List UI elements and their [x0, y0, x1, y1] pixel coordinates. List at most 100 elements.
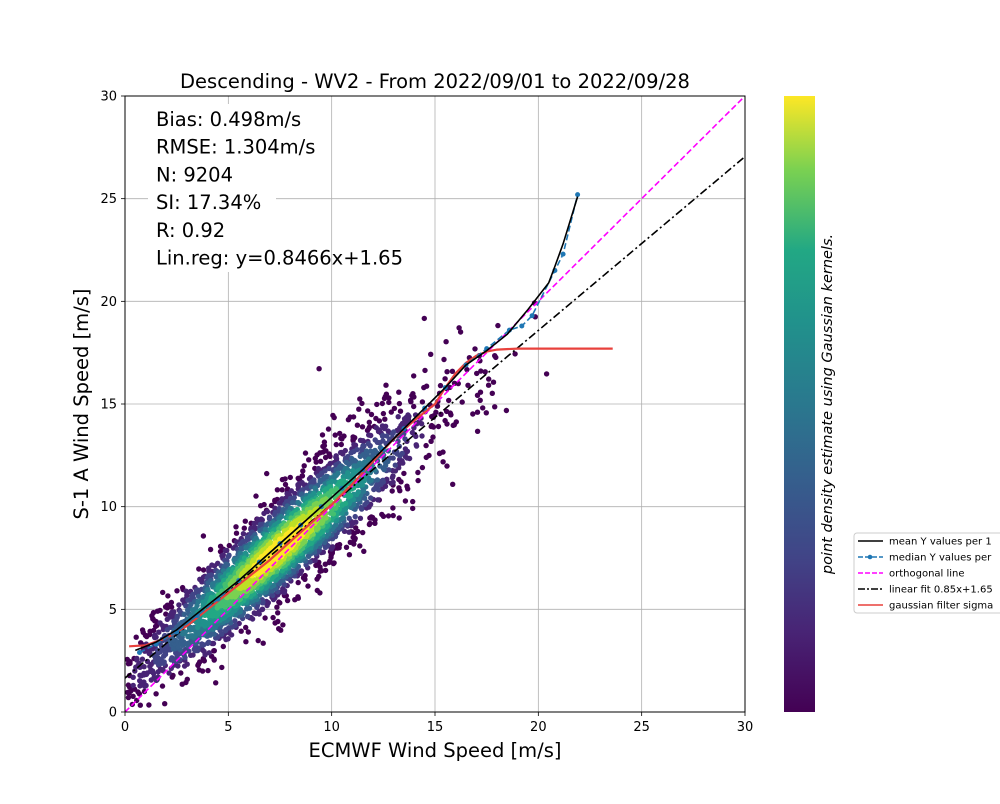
scatter-point [359, 400, 365, 407]
scatter-point [396, 400, 403, 407]
scatter-point [485, 382, 492, 388]
scatter-point [390, 505, 396, 511]
scatter-point [196, 667, 202, 673]
scatter-point [219, 664, 225, 671]
scatter-point [444, 463, 450, 469]
scatter-point [178, 670, 184, 676]
scatter-point [396, 485, 402, 491]
scatter-point [321, 442, 328, 449]
scatter-point [331, 524, 337, 530]
scatter-point [440, 459, 446, 465]
scatter-point [130, 682, 136, 689]
scatter-point [413, 442, 419, 448]
scatter-point [421, 315, 427, 322]
scatter-point [282, 476, 288, 482]
scatter-point [376, 418, 383, 424]
scatter-point [430, 434, 436, 440]
scatter-point [352, 513, 358, 520]
scatter-point [182, 629, 188, 635]
scatter-point [276, 599, 282, 605]
scatter-point [272, 498, 278, 505]
scatter-point [251, 610, 257, 616]
scatter-point [450, 481, 456, 487]
x-tick-label: 25 [633, 720, 650, 735]
scatter-point [360, 438, 367, 445]
scatter-point [141, 664, 147, 670]
scatter-point [408, 399, 414, 405]
x-ticks: 0 5 10 15 20 25 30 [121, 712, 753, 735]
stats-line: N: 9204 [156, 163, 233, 186]
scatter-point [196, 566, 202, 572]
scatter-point [225, 553, 232, 560]
scatter-points [125, 300, 550, 708]
y-ticks: 0 5 10 15 20 25 30 [100, 90, 125, 721]
scatter-point [459, 399, 465, 405]
scatter-point [359, 424, 366, 430]
scatter-point [415, 477, 421, 484]
scatter-point [396, 476, 402, 483]
scatter-point [139, 656, 146, 662]
scatter-point [477, 397, 483, 403]
median-marker [575, 192, 581, 198]
scatter-point [206, 639, 212, 645]
scatter-point [358, 504, 364, 511]
scatter-point [443, 408, 450, 415]
scatter-point [357, 543, 363, 549]
scatter-point [367, 443, 373, 449]
scatter-point [371, 486, 377, 493]
scatter-point [223, 627, 229, 633]
scatter-point [200, 618, 206, 625]
scatter-point [164, 605, 170, 611]
scatter-point [298, 568, 305, 574]
scatter-point [395, 414, 401, 420]
scatter-point [361, 548, 367, 554]
scatter-point [357, 453, 363, 460]
scatter-point [346, 552, 353, 558]
scatter-point [410, 505, 416, 512]
scatter-point [411, 373, 417, 379]
scatter-point [322, 567, 329, 574]
scatter-point [333, 441, 339, 448]
scatter-point [477, 358, 483, 364]
scatter-point [390, 512, 396, 519]
scatter-point [389, 431, 396, 437]
scatter-point [396, 389, 402, 395]
scatter-point [213, 680, 219, 686]
scatter-point [470, 411, 476, 417]
scatter-point [245, 613, 251, 619]
series-line [135, 196, 579, 652]
scatter-point [244, 606, 250, 612]
scatter-point [375, 497, 381, 503]
scatter-point [241, 525, 247, 531]
scatter-point [339, 436, 345, 442]
scatter-point [200, 533, 207, 539]
scatter-point [169, 655, 175, 661]
scatter-point [450, 422, 456, 429]
stats-background [148, 104, 276, 272]
median-marker [529, 313, 535, 319]
scatter-point [245, 629, 251, 635]
y-tick-label: 30 [100, 90, 117, 105]
scatter-point [130, 693, 136, 699]
scatter-point [437, 382, 444, 389]
scatter-point [200, 567, 207, 573]
y-tick-label: 25 [100, 192, 117, 207]
y-tick-label: 5 [109, 603, 117, 618]
scatter-point [386, 395, 392, 401]
scatter-point [456, 325, 462, 331]
scatter-point [356, 406, 362, 412]
scatter-point [242, 518, 248, 524]
stats-line: Lin.reg: y=0.8466x+1.65 [156, 247, 403, 270]
scatter-point [274, 604, 280, 610]
legend-label: linear fit 0.85x+1.65 [889, 585, 993, 596]
scatter-point [243, 639, 249, 645]
scatter-point [415, 469, 421, 476]
scatter-point [213, 574, 219, 580]
scatter-point [492, 353, 498, 359]
scatter-point [346, 529, 352, 535]
stats-line: Bias: 0.498m/s [156, 108, 301, 131]
scatter-point [350, 414, 357, 420]
scatter-point [464, 366, 470, 373]
scatter-point [127, 660, 133, 667]
scatter-point [205, 667, 211, 674]
